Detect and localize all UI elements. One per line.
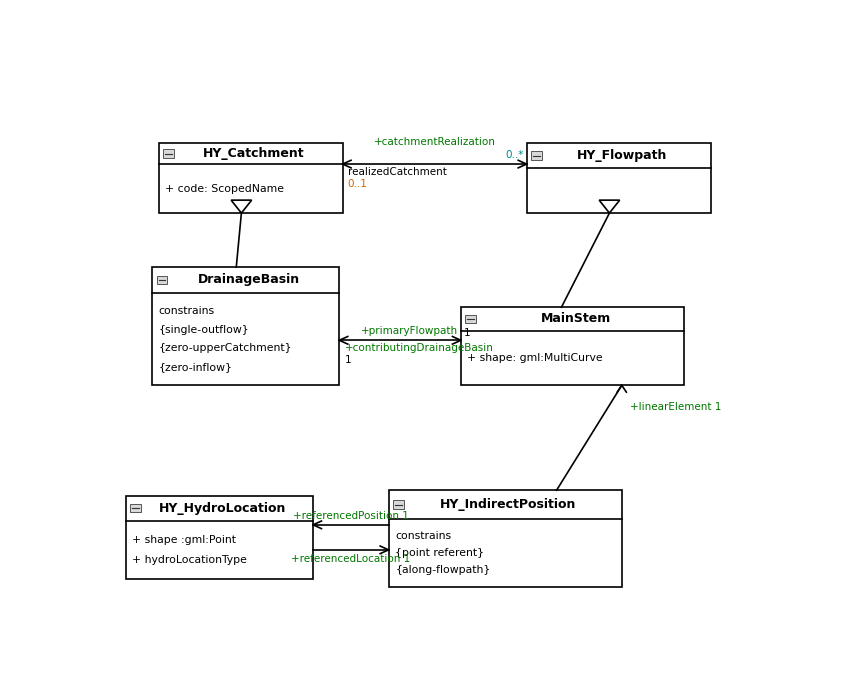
Bar: [393, 500, 404, 509]
Text: constrains: constrains: [395, 531, 451, 541]
Bar: [527, 143, 711, 213]
Text: +referencedLocation 1: +referencedLocation 1: [291, 554, 410, 564]
Bar: [126, 496, 313, 579]
Polygon shape: [232, 200, 252, 213]
Text: MainStem: MainStem: [541, 312, 611, 326]
Text: HY_IndirectPosition: HY_IndirectPosition: [440, 498, 577, 511]
Text: realizedCatchment: realizedCatchment: [348, 167, 447, 177]
Polygon shape: [600, 200, 620, 213]
Text: + shape :gml:Point: + shape :gml:Point: [132, 535, 237, 545]
Text: {zero-upperCatchment}: {zero-upperCatchment}: [159, 343, 292, 354]
Text: 1: 1: [464, 328, 471, 338]
Text: +referencedPosition 1: +referencedPosition 1: [293, 510, 409, 521]
Text: + code: ScopedName: + code: ScopedName: [165, 184, 284, 194]
Bar: [159, 143, 343, 213]
Text: {single-outflow}: {single-outflow}: [159, 325, 249, 335]
Text: DrainageBasin: DrainageBasin: [198, 273, 300, 287]
Text: + hydroLocationType: + hydroLocationType: [132, 554, 247, 565]
Text: {zero-inflow}: {zero-inflow}: [159, 362, 232, 372]
Bar: [157, 275, 167, 284]
Text: +contributingDrainageBasin: +contributingDrainageBasin: [344, 343, 494, 353]
Text: HY_HydroLocation: HY_HydroLocation: [159, 502, 287, 514]
Text: 1: 1: [344, 355, 351, 366]
Text: HY_Catchment: HY_Catchment: [203, 147, 304, 160]
Text: {along-flowpath}: {along-flowpath}: [395, 565, 490, 575]
Text: +primaryFlowpath: +primaryFlowpath: [360, 326, 458, 336]
Bar: [466, 315, 476, 323]
Bar: [461, 308, 684, 385]
Text: HY_Flowpath: HY_Flowpath: [577, 149, 667, 162]
Bar: [531, 152, 542, 160]
Bar: [388, 490, 622, 587]
Bar: [131, 504, 141, 512]
Text: 0..1: 0..1: [348, 179, 368, 189]
Text: +linearElement 1: +linearElement 1: [630, 402, 721, 412]
Text: +catchmentRealization: +catchmentRealization: [374, 137, 495, 147]
Text: {point referent}: {point referent}: [395, 548, 484, 559]
Text: + shape: gml:MultiCurve: + shape: gml:MultiCurve: [467, 353, 603, 363]
Bar: [152, 267, 339, 385]
Bar: [163, 150, 174, 158]
Text: 0..*: 0..*: [505, 150, 523, 160]
Text: constrains: constrains: [159, 306, 215, 317]
